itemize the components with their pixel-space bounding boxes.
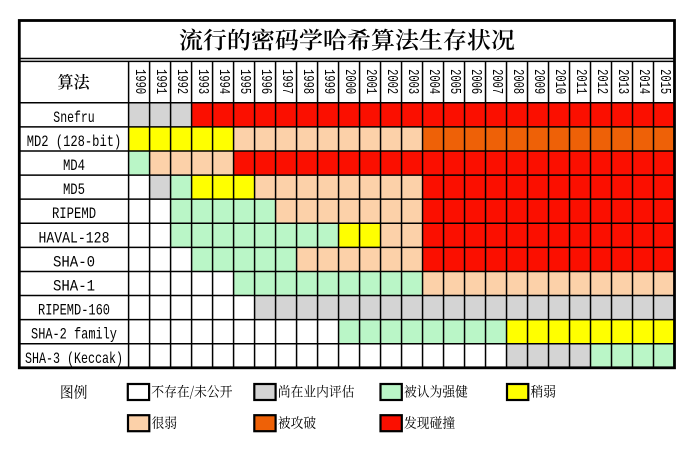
svg-text:1998: 1998 (299, 69, 315, 94)
svg-text:2001: 2001 (362, 69, 378, 94)
svg-text:SHA-0: SHA-0 (53, 253, 95, 271)
svg-text:RIPEMD-160: RIPEMD-160 (38, 302, 110, 320)
svg-text:2002: 2002 (383, 69, 399, 94)
svg-text:SHA-3 (Keccak): SHA-3 (Keccak) (25, 350, 123, 368)
svg-text:MD2 (128-bit): MD2 (128-bit) (27, 133, 122, 151)
svg-text:2008: 2008 (509, 69, 525, 94)
svg-text:HAVAL-128: HAVAL-128 (39, 229, 110, 247)
svg-text:1999: 1999 (320, 69, 336, 94)
svg-text:2007: 2007 (488, 69, 504, 94)
svg-text:2004: 2004 (425, 69, 441, 94)
svg-text:2014: 2014 (635, 69, 651, 94)
svg-text:2010: 2010 (551, 69, 567, 94)
svg-text:RIPEMD: RIPEMD (52, 205, 96, 223)
svg-text:2000: 2000 (341, 69, 357, 94)
svg-text:2005: 2005 (446, 69, 462, 94)
svg-text:2012: 2012 (593, 69, 609, 94)
svg-text:2006: 2006 (467, 69, 483, 94)
svg-text:1993: 1993 (194, 69, 210, 94)
svg-text:1994: 1994 (215, 69, 231, 94)
svg-text:1995: 1995 (236, 69, 252, 94)
svg-text:2015: 2015 (656, 69, 672, 94)
svg-text:SHA-2 family: SHA-2 family (31, 326, 117, 344)
svg-text:1992: 1992 (173, 69, 189, 94)
svg-text:2013: 2013 (614, 69, 630, 94)
svg-text:1996: 1996 (257, 69, 273, 94)
svg-text:MD4: MD4 (63, 157, 85, 175)
svg-text:1997: 1997 (278, 69, 294, 94)
svg-text:MD5: MD5 (63, 181, 85, 199)
svg-text:SHA-1: SHA-1 (53, 277, 95, 295)
svg-text:Snefru: Snefru (53, 109, 94, 127)
svg-text:1991: 1991 (152, 69, 168, 94)
svg-text:2011: 2011 (572, 69, 588, 94)
svg-text:2003: 2003 (404, 69, 420, 94)
svg-text:1990: 1990 (131, 69, 147, 94)
svg-text:2009: 2009 (530, 69, 546, 94)
